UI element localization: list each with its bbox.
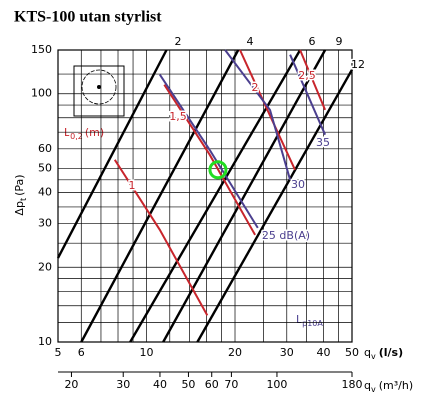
y-tick-label: 60 — [38, 142, 52, 155]
labels: 2 4 6 9 12 1 1,5 2 2,5 25 dB(A) 30 35 — [127, 34, 367, 244]
sound-label-sub: p10A — [302, 319, 323, 328]
operating-point — [208, 160, 228, 180]
x2-label-sub: v — [371, 385, 376, 394]
y-tick-label: 10 — [38, 335, 52, 348]
x-tick-label: 20 — [228, 346, 242, 359]
y-tick-label: 40 — [38, 186, 52, 199]
curve-label: 1 — [129, 179, 136, 192]
sound-label: Lp10A — [296, 313, 323, 328]
curve — [113, 159, 209, 316]
curve-label: 4 — [247, 35, 254, 48]
y-label-sub: t — [19, 198, 28, 201]
x-label-main: q — [364, 346, 371, 359]
curve-label: 1,5 — [169, 110, 187, 123]
y-tick-label: 50 — [38, 161, 52, 174]
curve-label: 2 — [252, 81, 259, 94]
curve-label: 30 — [291, 178, 305, 191]
sound-label-main: L — [296, 313, 303, 326]
curve-label: 2 — [175, 35, 182, 48]
x2-axis-label: qv (m³/h) — [364, 379, 413, 394]
x-tick-label: 10 — [140, 346, 154, 359]
curve — [80, 49, 240, 343]
y-label-main: Δp — [13, 201, 26, 216]
y-tick-label: 20 — [38, 260, 52, 273]
curve — [163, 84, 256, 236]
x2-label-unit: (m³/h) — [379, 379, 413, 392]
curve — [56, 49, 168, 259]
y-label-unit: (Pa) — [13, 174, 26, 195]
curve-label: 35 — [316, 136, 330, 149]
x-tick-label: 6 — [78, 346, 85, 359]
curve — [129, 49, 302, 343]
curve-label: 12 — [351, 58, 365, 71]
x-axis-label: qv (l/s) — [364, 346, 403, 361]
x-tick-label: 50 — [345, 346, 359, 359]
y-tick-label: 30 — [38, 217, 52, 230]
x2-tick-label: 100 — [266, 378, 287, 391]
x2-tick-label: 180 — [342, 378, 363, 391]
curve — [299, 49, 327, 111]
x2-tick-label: 30 — [116, 378, 130, 391]
curve — [158, 74, 259, 229]
y-axis-label: Δpt (Pa) — [13, 174, 28, 215]
y-tick-label: 150 — [31, 43, 52, 56]
y-tick-label: 100 — [31, 87, 52, 100]
throw-label: L0,2 (m) — [64, 126, 104, 141]
chart-title: KTS-100 utan styrlist — [14, 9, 162, 26]
x-label-unit: (l/s) — [379, 346, 403, 359]
x2-tick-label: 20 — [64, 378, 78, 391]
x2-tick-label: 50 — [181, 378, 195, 391]
throw-label-sub: 0,2 — [70, 132, 83, 141]
curve — [196, 69, 354, 343]
curve-label: 6 — [309, 35, 316, 48]
x2-tick-label: 60 — [205, 378, 219, 391]
curves — [56, 49, 354, 343]
curve-label: 2,5 — [298, 69, 316, 82]
curve — [224, 49, 292, 181]
x-tick-label: 5 — [55, 346, 62, 359]
x2-tick-label: 40 — [153, 378, 167, 391]
x-tick-label: 30 — [280, 346, 294, 359]
x-label-sub: v — [371, 352, 376, 361]
x2-tick-label: 70 — [224, 378, 238, 391]
curve-label: 9 — [336, 35, 343, 48]
x-tick-label: 40 — [317, 346, 331, 359]
curve — [289, 54, 327, 136]
curve — [162, 49, 327, 343]
x2-label-main: q — [364, 379, 371, 392]
curve-label: 25 dB(A) — [262, 229, 310, 242]
